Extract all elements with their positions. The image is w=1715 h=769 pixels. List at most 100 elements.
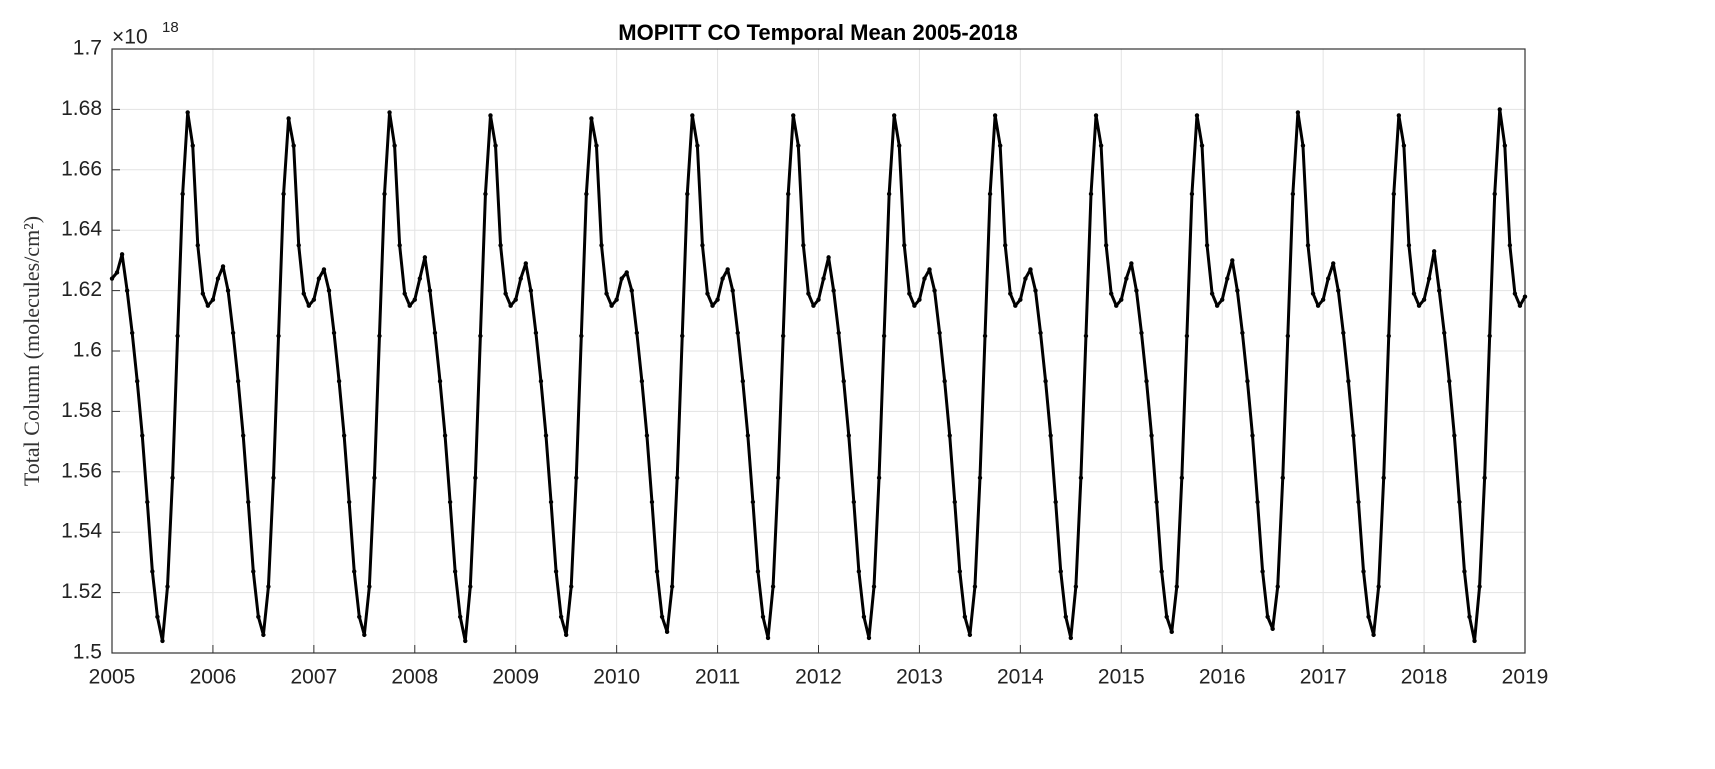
data-point [1361,569,1366,574]
data-point [831,288,836,293]
data-point [614,297,619,302]
data-point [972,584,978,589]
data-point [1194,113,1200,118]
data-point [1023,276,1028,281]
y-tick-label: 1.58 [61,399,102,422]
data-point [129,330,135,336]
data-point [1477,584,1482,589]
x-tick-label: 2009 [492,666,539,689]
data-point [725,267,730,272]
data-point [145,499,150,505]
data-point [180,191,185,197]
y-tick-label: 1.66 [61,157,102,180]
data-point [483,191,488,197]
data-point [1134,288,1139,293]
data-point [109,276,115,281]
data-point [1164,614,1169,619]
data-point [346,499,352,505]
data-point [1169,629,1174,635]
data-point [311,297,317,302]
data-point [599,243,604,248]
data-point [493,143,498,148]
data-point [1003,243,1008,248]
data-point [1351,433,1356,438]
data-point [1119,297,1124,302]
data-point [871,584,877,589]
data-point [1255,499,1260,505]
data-point [185,110,190,115]
data-point [387,110,392,115]
data-point [1078,475,1084,481]
data-point [437,379,443,384]
data-point [1129,261,1134,266]
data-point [1204,243,1210,248]
data-point [1406,243,1412,248]
x-tick-label: 2016 [1199,666,1246,689]
data-point [1336,288,1341,293]
data-point [1124,276,1129,281]
data-point [1265,614,1270,619]
data-point [715,297,720,302]
data-point [891,113,897,118]
data-point [1300,143,1306,148]
data-point [846,433,851,438]
data-point [412,297,417,302]
axes-box [111,48,1526,654]
data-point [1214,303,1220,308]
data-point [190,143,195,148]
data-point [1189,191,1195,197]
y-tick-label: 1.64 [61,218,102,241]
data-point [230,330,236,336]
data-point [215,276,221,281]
data-point [1325,276,1331,281]
y-tick-label: 1.56 [61,459,102,482]
data-point [695,143,700,148]
data-point [1497,107,1502,112]
data-point [281,191,286,197]
x-tick-label: 2014 [997,666,1044,689]
data-point [1331,261,1336,266]
data-point [1426,276,1432,281]
data-point [135,379,140,384]
data-point [150,569,155,574]
data-point [801,243,806,248]
data-point [558,614,564,619]
data-point [1492,191,1497,197]
data-point [1396,113,1402,118]
data-point [1179,475,1185,481]
data-point [1356,499,1361,505]
data-point [518,276,523,281]
x-tick-label: 2012 [795,666,842,689]
data-point [816,297,821,302]
data-point [377,333,382,339]
data-point [765,635,771,641]
data-point [690,113,695,118]
data-point [624,270,629,275]
data-point [1038,330,1043,336]
data-point [160,638,165,644]
y-tick-label: 1.62 [61,278,102,301]
x-tick-label: 2015 [1098,666,1145,689]
data-point [170,475,175,481]
data-point [1512,291,1518,296]
y-tick-label: 1.68 [61,97,102,120]
data-point [225,288,231,293]
data-point [1058,569,1063,574]
data-point [1411,291,1417,296]
data-point [1487,333,1492,339]
data-point [579,333,584,339]
data-point [569,584,574,589]
data-point [1310,291,1316,296]
data-point [200,291,206,296]
data-point [1452,433,1457,438]
data-point [1502,143,1508,148]
data-point [1018,297,1023,302]
data-point [563,632,569,638]
data-point [1174,584,1179,589]
data-point [932,288,937,293]
data-point [856,569,862,574]
data-point [463,638,468,644]
data-point [538,379,544,384]
data-point [967,632,973,638]
data-point [735,330,740,336]
